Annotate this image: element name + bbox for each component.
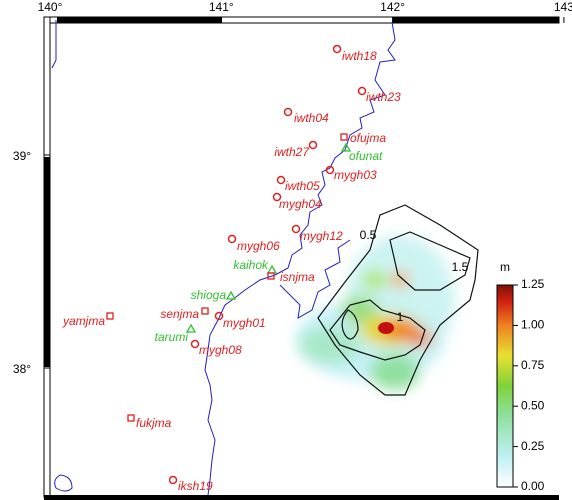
station-marker [201, 307, 209, 315]
station-label: mygh03 [334, 168, 377, 182]
contour-label: 1 [397, 310, 404, 324]
station-label: shioga [191, 288, 227, 302]
coastline [51, 20, 396, 496]
station-label: ofunat [349, 149, 383, 163]
station-label: mygh12 [300, 229, 343, 243]
station-label: ofujma [350, 131, 386, 145]
y-tick-label: 38° [13, 362, 31, 376]
station-label: iwth05 [285, 179, 320, 193]
colorbar-tick-label: 0.00 [521, 479, 545, 493]
station-marker [276, 175, 286, 185]
station-label: iwth23 [366, 90, 401, 104]
station-marker [340, 142, 352, 152]
x-tick-label: 140° [38, 0, 63, 14]
station-marker [283, 107, 293, 117]
station-label: tarumi [155, 330, 189, 344]
station-marker [227, 234, 237, 244]
station-marker [168, 475, 178, 485]
station-marker [272, 192, 282, 202]
station-label: mygh08 [199, 343, 242, 357]
contour [317, 204, 479, 396]
station-label: kaihok [233, 258, 269, 272]
colorbar-tick-label: 0.75 [521, 358, 545, 372]
station-marker [127, 414, 135, 422]
station-label: senjma [160, 307, 199, 321]
colorbar-tick-label: 0.50 [521, 398, 545, 412]
contour [389, 231, 471, 291]
station-marker [340, 133, 348, 141]
station-marker [291, 224, 301, 234]
station-label: yamjma [62, 314, 105, 328]
station-label: isnjma [280, 270, 315, 284]
station-marker [357, 86, 367, 96]
station-marker [106, 312, 114, 320]
colorbar-title: m [500, 260, 510, 274]
x-tick-label: 143 [554, 0, 572, 14]
station-marker [185, 323, 197, 333]
station-marker [308, 140, 318, 150]
peak [378, 322, 394, 334]
station-label: iwth27 [274, 145, 310, 159]
station-marker [190, 339, 200, 349]
colorbar-bg [482, 255, 557, 495]
station-marker [325, 165, 335, 175]
y-tick-label: 39° [13, 149, 31, 163]
contour [329, 299, 426, 361]
station-marker [267, 272, 275, 280]
x-tick-label: 141° [209, 0, 234, 14]
station-label: iwth18 [342, 49, 377, 63]
map-area [50, 20, 557, 495]
station-label: iwth04 [294, 111, 329, 125]
contour-label: 0.5 [360, 228, 377, 242]
x-tick-label: 142° [380, 0, 405, 14]
station-label: fukjma [136, 416, 172, 430]
colorbar-tick-label: 1.25 [521, 277, 545, 291]
contour-label: 1.5 [452, 260, 469, 274]
colorbar-tick-label: 1.00 [521, 318, 545, 332]
station-label: mygh01 [223, 316, 266, 330]
station-label: mygh04 [279, 197, 322, 211]
station-label: mygh06 [237, 239, 280, 253]
colorbar [496, 284, 514, 488]
frame [43, 16, 560, 500]
station-marker [225, 290, 237, 300]
colorbar-tick-label: 0.25 [521, 439, 545, 453]
station-marker [332, 44, 342, 54]
station-marker [214, 311, 224, 321]
station-label: iksh19 [178, 479, 213, 493]
wave-height-field [295, 235, 455, 390]
